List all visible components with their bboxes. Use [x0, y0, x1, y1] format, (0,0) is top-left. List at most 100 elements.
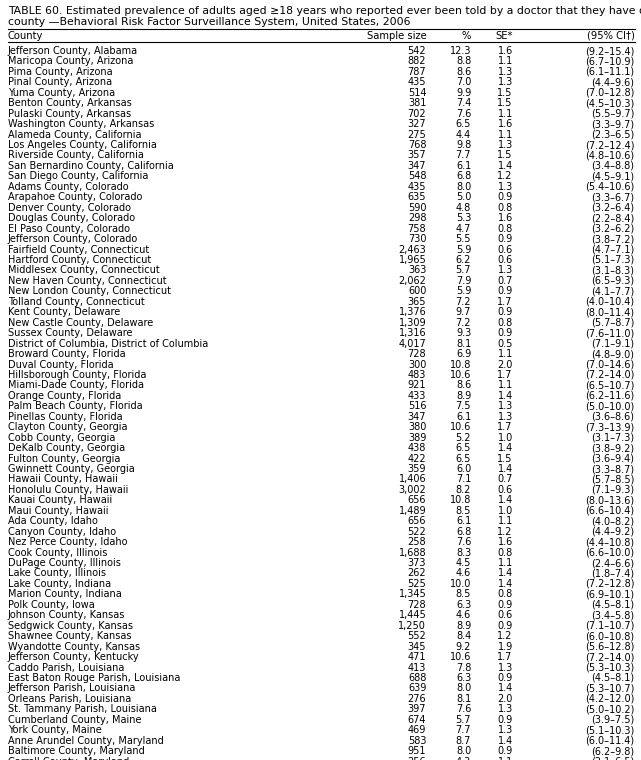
Text: Caddo Parish, Louisiana: Caddo Parish, Louisiana	[8, 663, 124, 673]
Text: 471: 471	[408, 652, 426, 662]
Text: 0.6: 0.6	[497, 245, 513, 255]
Text: New Castle County, Delaware: New Castle County, Delaware	[8, 318, 153, 328]
Text: 1.1: 1.1	[497, 109, 513, 119]
Text: Jefferson County, Kentucky: Jefferson County, Kentucky	[8, 652, 139, 662]
Text: 0.7: 0.7	[497, 474, 513, 484]
Text: 8.9: 8.9	[456, 391, 471, 401]
Text: Pima County, Arizona: Pima County, Arizona	[8, 67, 112, 77]
Text: 8.9: 8.9	[456, 621, 471, 631]
Text: 516: 516	[408, 401, 426, 411]
Text: 6.3: 6.3	[456, 600, 471, 610]
Text: 1.6: 1.6	[497, 537, 513, 547]
Text: 1,376: 1,376	[399, 307, 426, 317]
Text: (7.1–9.3): (7.1–9.3)	[592, 485, 635, 495]
Text: 345: 345	[408, 641, 426, 651]
Text: (5.6–12.8): (5.6–12.8)	[585, 641, 635, 651]
Text: San Bernardino County, California: San Bernardino County, California	[8, 161, 174, 171]
Text: 548: 548	[408, 172, 426, 182]
Text: 6.3: 6.3	[456, 673, 471, 683]
Text: 1.4: 1.4	[497, 464, 513, 474]
Text: Carroll County, Maryland: Carroll County, Maryland	[8, 757, 129, 760]
Text: Fairfield County, Connecticut: Fairfield County, Connecticut	[8, 245, 149, 255]
Text: 7.6: 7.6	[456, 705, 471, 714]
Text: (3.1–8.3): (3.1–8.3)	[592, 265, 635, 275]
Text: 8.6: 8.6	[456, 381, 471, 391]
Text: (7.1–9.1): (7.1–9.1)	[592, 339, 635, 349]
Text: 4.4: 4.4	[456, 130, 471, 140]
Text: 0.6: 0.6	[497, 485, 513, 495]
Text: 1.5: 1.5	[497, 454, 513, 464]
Text: (6.0–11.4): (6.0–11.4)	[585, 736, 635, 746]
Text: District of Columbia, District of Columbia: District of Columbia, District of Columb…	[8, 339, 208, 349]
Text: 8.5: 8.5	[456, 590, 471, 600]
Text: 1.5: 1.5	[497, 98, 513, 108]
Text: Cumberland County, Maine: Cumberland County, Maine	[8, 715, 141, 725]
Text: 8.0: 8.0	[456, 182, 471, 192]
Text: Maui County, Hawaii: Maui County, Hawaii	[8, 506, 108, 516]
Text: 8.3: 8.3	[456, 548, 471, 558]
Text: Jefferson County, Alabama: Jefferson County, Alabama	[8, 46, 138, 56]
Text: (7.2–14.0): (7.2–14.0)	[585, 370, 635, 380]
Text: 0.9: 0.9	[497, 746, 513, 756]
Text: 435: 435	[408, 182, 426, 192]
Text: Nez Perce County, Idaho: Nez Perce County, Idaho	[8, 537, 127, 547]
Text: (4.5–8.1): (4.5–8.1)	[592, 600, 635, 610]
Text: 1.3: 1.3	[497, 78, 513, 87]
Text: Kent County, Delaware: Kent County, Delaware	[8, 307, 120, 317]
Text: (1.8–7.4): (1.8–7.4)	[592, 568, 635, 578]
Text: 7.8: 7.8	[456, 663, 471, 673]
Text: (6.1–11.1): (6.1–11.1)	[585, 67, 635, 77]
Text: 1.4: 1.4	[497, 736, 513, 746]
Text: (7.2–14.0): (7.2–14.0)	[585, 652, 635, 662]
Text: 347: 347	[408, 412, 426, 422]
Text: 787: 787	[408, 67, 426, 77]
Text: 0.9: 0.9	[497, 600, 513, 610]
Text: 1.1: 1.1	[497, 56, 513, 66]
Text: 8.0: 8.0	[456, 683, 471, 693]
Text: 1.1: 1.1	[497, 558, 513, 568]
Text: (6.5–9.3): (6.5–9.3)	[592, 276, 635, 286]
Text: 0.8: 0.8	[497, 590, 513, 600]
Text: (5.7–8.7): (5.7–8.7)	[591, 318, 635, 328]
Text: 1.3: 1.3	[497, 705, 513, 714]
Text: 0.9: 0.9	[497, 621, 513, 631]
Text: county —Behavioral Risk Factor Surveillance System, United States, 2006: county —Behavioral Risk Factor Surveilla…	[8, 17, 410, 27]
Text: 514: 514	[408, 88, 426, 98]
Text: 483: 483	[408, 370, 426, 380]
Text: 522: 522	[408, 527, 426, 537]
Text: (5.0–10.0): (5.0–10.0)	[585, 401, 635, 411]
Text: 0.8: 0.8	[497, 223, 513, 233]
Text: 1.1: 1.1	[497, 757, 513, 760]
Text: (5.4–10.6): (5.4–10.6)	[585, 182, 635, 192]
Text: 1.3: 1.3	[497, 182, 513, 192]
Text: 4.6: 4.6	[456, 568, 471, 578]
Text: 363: 363	[408, 265, 426, 275]
Text: Arapahoe County, Colorado: Arapahoe County, Colorado	[8, 192, 142, 202]
Text: New London County, Connecticut: New London County, Connecticut	[8, 287, 171, 296]
Text: 583: 583	[408, 736, 426, 746]
Text: New Haven County, Connecticut: New Haven County, Connecticut	[8, 276, 166, 286]
Text: Riverside County, California: Riverside County, California	[8, 150, 144, 160]
Text: 0.9: 0.9	[497, 234, 513, 244]
Text: 1.7: 1.7	[497, 370, 513, 380]
Text: 435: 435	[408, 78, 426, 87]
Text: 730: 730	[408, 234, 426, 244]
Text: 2.0: 2.0	[497, 694, 513, 704]
Text: Pulaski County, Arkansas: Pulaski County, Arkansas	[8, 109, 131, 119]
Text: Shawnee County, Kansas: Shawnee County, Kansas	[8, 632, 131, 641]
Text: 256: 256	[408, 757, 426, 760]
Text: 0.9: 0.9	[497, 307, 513, 317]
Text: 639: 639	[408, 683, 426, 693]
Text: (4.4–9.6): (4.4–9.6)	[592, 78, 635, 87]
Text: (4.0–8.2): (4.0–8.2)	[592, 516, 635, 526]
Text: Hillsborough County, Florida: Hillsborough County, Florida	[8, 370, 146, 380]
Text: (6.6–10.0): (6.6–10.0)	[585, 548, 635, 558]
Text: (6.2–11.6): (6.2–11.6)	[585, 391, 635, 401]
Text: (5.3–10.3): (5.3–10.3)	[585, 663, 635, 673]
Text: Lake County, Illinois: Lake County, Illinois	[8, 568, 106, 578]
Text: 6.8: 6.8	[456, 172, 471, 182]
Text: (3.6–9.4): (3.6–9.4)	[592, 454, 635, 464]
Text: 4.7: 4.7	[456, 223, 471, 233]
Text: (3.9–7.5): (3.9–7.5)	[592, 715, 635, 725]
Text: 1.3: 1.3	[497, 140, 513, 150]
